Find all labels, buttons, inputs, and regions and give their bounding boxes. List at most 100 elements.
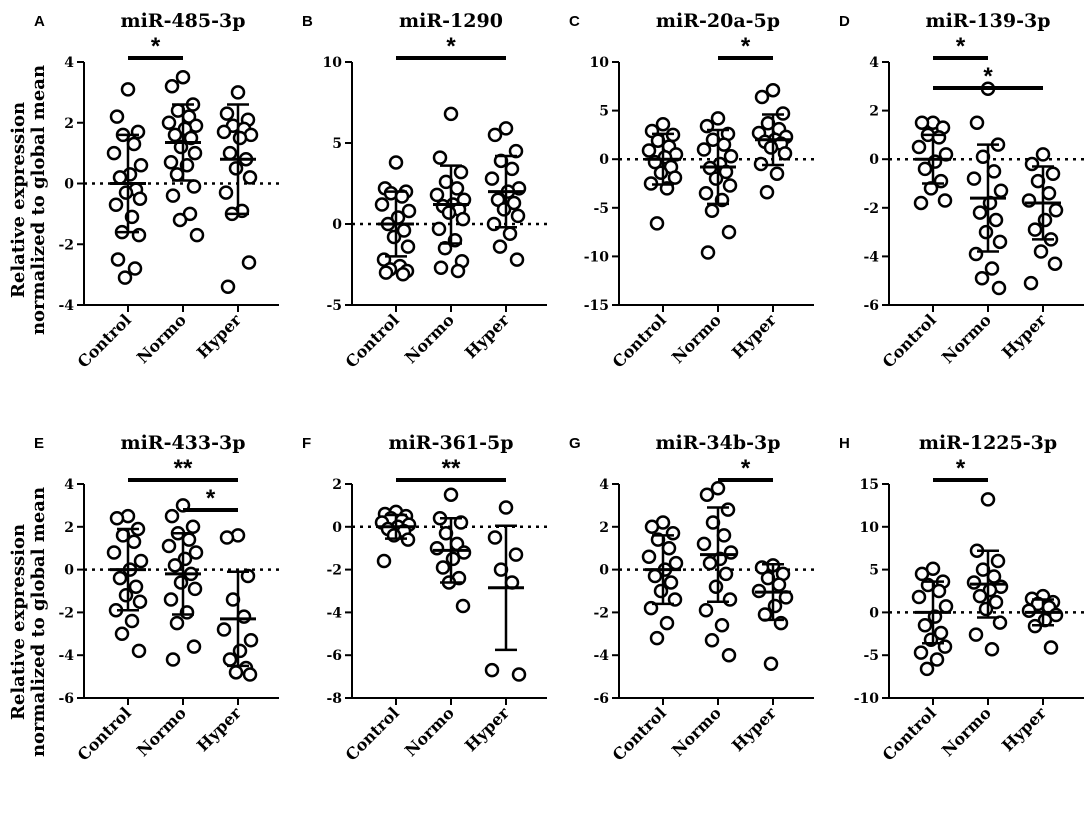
data-point xyxy=(509,252,525,267)
data-point xyxy=(696,142,712,157)
data-point xyxy=(992,615,1008,630)
panel-title: miR-20a-5p xyxy=(656,10,780,32)
y-tick-label: -6 xyxy=(58,691,74,707)
x-category-label: Hyper xyxy=(461,310,513,362)
data-point xyxy=(118,588,134,603)
data-point xyxy=(186,639,202,654)
significance-label: * xyxy=(956,33,966,60)
data-point xyxy=(649,216,665,231)
series-normo xyxy=(966,81,1009,296)
y-tick-label: -5 xyxy=(863,648,879,664)
data-point xyxy=(972,588,988,604)
data-point xyxy=(763,656,779,672)
data-point xyxy=(173,575,189,590)
data-point xyxy=(966,171,982,186)
data-point xyxy=(112,570,128,586)
panel-letter: A xyxy=(34,13,45,30)
data-point xyxy=(132,594,148,609)
data-point xyxy=(487,530,503,545)
data-point xyxy=(972,205,988,220)
y-tick-label: 0 xyxy=(332,217,342,233)
panel-letter: F xyxy=(302,435,311,452)
data-point xyxy=(754,89,770,105)
series-normo xyxy=(696,481,739,663)
x-category-label: Hyper xyxy=(728,703,780,755)
data-point xyxy=(1035,147,1051,162)
y-tick-label: -4 xyxy=(863,249,879,265)
panel-title: miR-139-3p xyxy=(925,10,1050,32)
data-point xyxy=(228,665,244,680)
data-point xyxy=(659,615,675,631)
data-point xyxy=(240,568,256,584)
data-point xyxy=(931,130,947,145)
data-point xyxy=(164,79,180,94)
data-point xyxy=(978,224,994,240)
data-point xyxy=(378,265,394,280)
y-tick-label: -6 xyxy=(326,648,342,664)
data-point xyxy=(769,166,785,182)
y-tick-label: -2 xyxy=(58,605,74,621)
data-point xyxy=(433,260,449,275)
panel-letter: G xyxy=(569,435,581,452)
data-point xyxy=(109,109,125,124)
panel-title: miR-433-3p xyxy=(120,432,245,454)
x-category-label: Normo xyxy=(938,310,995,367)
data-point xyxy=(126,534,142,550)
data-point xyxy=(114,626,130,642)
x-category-label: Hyper xyxy=(193,310,245,362)
data-point xyxy=(966,575,982,590)
data-point xyxy=(181,532,197,547)
data-point xyxy=(441,205,457,220)
data-point xyxy=(913,645,929,660)
data-point xyxy=(172,212,188,228)
y-tick-label: 5 xyxy=(599,104,609,120)
data-point xyxy=(911,139,927,155)
data-point xyxy=(169,615,185,631)
y-tick-label: 2 xyxy=(64,520,74,536)
y-tick-label: 10 xyxy=(323,55,343,71)
y-tick-label: -6 xyxy=(863,298,879,314)
data-point xyxy=(222,652,238,667)
series-control xyxy=(641,515,684,646)
y-axis-label-row1-line2: normalized to global mean xyxy=(28,65,49,335)
data-point xyxy=(127,261,143,276)
data-point xyxy=(653,583,669,599)
data-point xyxy=(914,115,930,130)
data-point xyxy=(182,206,198,222)
data-point xyxy=(1023,275,1039,291)
data-point xyxy=(704,632,720,648)
panel-letter: C xyxy=(569,13,580,30)
y-tick-label: 2 xyxy=(332,477,342,493)
data-point xyxy=(714,617,730,633)
data-point xyxy=(169,167,185,182)
data-point xyxy=(665,525,681,541)
data-point xyxy=(165,188,181,203)
data-point xyxy=(186,179,202,194)
significance-label: * xyxy=(956,455,966,482)
series-control xyxy=(374,155,417,282)
series-normo xyxy=(696,111,739,260)
x-category-label: Control xyxy=(879,310,940,371)
data-point xyxy=(1041,185,1057,201)
data-point xyxy=(117,270,133,285)
panel-letter: D xyxy=(839,13,850,30)
data-point xyxy=(1021,193,1037,208)
data-point xyxy=(759,184,775,200)
series-hyper xyxy=(1021,147,1064,291)
data-point xyxy=(511,667,527,682)
data-point xyxy=(641,143,657,158)
data-point xyxy=(216,622,232,637)
data-point xyxy=(188,545,204,560)
panel-title: miR-485-3p xyxy=(120,10,245,32)
y-tick-label: 2 xyxy=(64,116,74,132)
data-point xyxy=(167,127,183,143)
y-tick-label: 5 xyxy=(869,563,879,579)
x-category-label: Control xyxy=(342,310,403,371)
data-point xyxy=(937,193,953,208)
series-hyper xyxy=(1021,588,1064,655)
data-point xyxy=(443,106,459,122)
data-point xyxy=(644,519,660,535)
